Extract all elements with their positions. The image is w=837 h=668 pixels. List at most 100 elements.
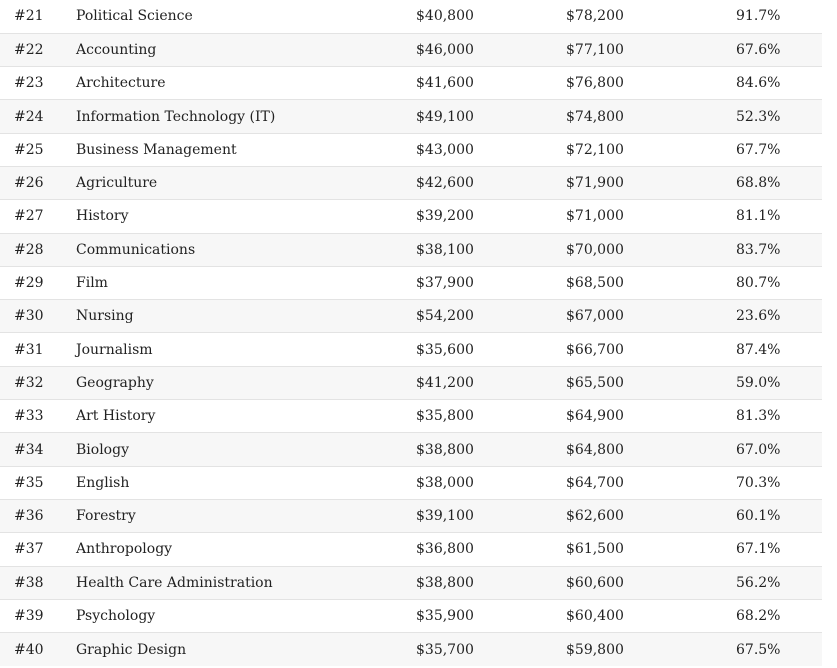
early-career-pay-cell: $42,600 (416, 165, 566, 200)
mid-career-pay-cell: $74,800 (566, 99, 736, 134)
rank-cell: #32 (0, 365, 76, 400)
early-career-pay-cell: $35,800 (416, 399, 566, 433)
early-career-pay-cell: $41,600 (416, 66, 566, 100)
table-row: #27 History $39,200 $71,000 81.1% (0, 199, 822, 234)
major-name-cell: Film (76, 265, 416, 300)
meaning-percent-cell: 68.8% (736, 165, 822, 200)
mid-career-pay-cell: $77,100 (566, 32, 736, 67)
table-row: #29 Film $37,900 $68,500 80.7% (0, 265, 822, 300)
rank-cell: #31 (0, 332, 76, 367)
major-name-cell: Journalism (76, 332, 416, 367)
major-name-cell: Accounting (76, 32, 416, 67)
rank-cell: #30 (0, 299, 76, 333)
mid-career-pay-cell: $62,600 (566, 498, 736, 533)
major-name-cell: Information Technology (IT) (76, 99, 416, 134)
rank-cell: #40 (0, 632, 76, 666)
mid-career-pay-cell: $64,800 (566, 432, 736, 467)
table-body: #21 Political Science $40,800 $78,200 91.7% #… (0, 0, 822, 666)
majors-salary-table: #21 Political Science $40,800 $78,200 91.7% #… (0, 0, 822, 666)
meaning-percent-cell: 80.7% (736, 265, 822, 300)
major-name-cell: Geography (76, 365, 416, 400)
table-row: #32 Geography $41,200 $65,500 59.0% (0, 365, 822, 400)
mid-career-pay-cell: $60,600 (566, 565, 736, 600)
mid-career-pay-cell: $66,700 (566, 332, 736, 367)
mid-career-pay-cell: $70,000 (566, 232, 736, 267)
meaning-percent-cell: 83.7% (736, 232, 822, 267)
meaning-percent-cell: 81.3% (736, 399, 822, 433)
early-career-pay-cell: $46,000 (416, 32, 566, 67)
rank-cell: #37 (0, 532, 76, 567)
table-row: #28 Communications $38,100 $70,000 83.7% (0, 232, 822, 267)
table-row: #22 Accounting $46,000 $77,100 67.6% (0, 32, 822, 67)
major-name-cell: History (76, 199, 416, 234)
mid-career-pay-cell: $65,500 (566, 365, 736, 400)
early-career-pay-cell: $35,900 (416, 598, 566, 633)
meaning-percent-cell: 67.5% (736, 632, 822, 666)
rank-cell: #33 (0, 399, 76, 433)
major-name-cell: Psychology (76, 598, 416, 633)
meaning-percent-cell: 67.6% (736, 32, 822, 67)
meaning-percent-cell: 23.6% (736, 299, 822, 333)
meaning-percent-cell: 67.0% (736, 432, 822, 467)
rank-cell: #28 (0, 232, 76, 267)
table-row: #35 English $38,000 $64,700 70.3% (0, 465, 822, 500)
meaning-percent-cell: 81.1% (736, 199, 822, 234)
table-row: #30 Nursing $54,200 $67,000 23.6% (0, 299, 822, 333)
early-career-pay-cell: $40,800 (416, 8, 474, 25)
early-career-pay-cell: $38,100 (416, 232, 566, 267)
early-career-pay-cell: $38,800 (416, 565, 566, 600)
major-name-cell: Health Care Administration (76, 565, 416, 600)
mid-career-pay-cell: $59,800 (566, 632, 736, 666)
table-row: #21 Political Science $40,800 $78,200 91.7% (0, 0, 822, 33)
meaning-percent-cell: 70.3% (736, 465, 822, 500)
mid-career-pay-cell: $76,800 (566, 66, 736, 100)
table-row: #40 Graphic Design $35,700 $59,800 67.5% (0, 632, 822, 666)
rank-cell: #21 (14, 8, 44, 25)
table-row: #37 Anthropology $36,800 $61,500 67.1% (0, 532, 822, 567)
mid-career-pay-cell: $72,100 (566, 132, 736, 167)
mid-career-pay-cell: $78,200 (566, 8, 624, 25)
table-row: #25 Business Management $43,000 $72,100 67.7… (0, 132, 822, 167)
early-career-pay-cell: $39,100 (416, 498, 566, 533)
rank-cell: #36 (0, 498, 76, 533)
early-career-pay-cell: $54,200 (416, 299, 566, 333)
early-career-pay-cell: $43,000 (416, 132, 566, 167)
major-name-cell: Art History (76, 399, 416, 433)
rank-cell: #38 (0, 565, 76, 600)
rank-cell: #22 (0, 32, 76, 67)
rank-cell: #27 (0, 199, 76, 234)
early-career-pay-cell: $39,200 (416, 199, 566, 234)
major-name-cell: Graphic Design (76, 632, 416, 666)
table-row: #26 Agriculture $42,600 $71,900 68.8% (0, 165, 822, 200)
early-career-pay-cell: $35,700 (416, 632, 566, 666)
rank-cell: #24 (0, 99, 76, 134)
table-row: #33 Art History $35,800 $64,900 81.3% (0, 399, 822, 433)
meaning-percent-cell: 59.0% (736, 365, 822, 400)
major-name-cell: Business Management (76, 132, 416, 167)
rank-cell: #26 (0, 165, 76, 200)
table-row: #31 Journalism $35,600 $66,700 87.4% (0, 332, 822, 367)
table-row: #39 Psychology $35,900 $60,400 68.2% (0, 598, 822, 633)
table-row: #38 Health Care Administration $38,800 $60,… (0, 565, 822, 600)
meaning-percent-cell: 68.2% (736, 598, 822, 633)
mid-career-pay-cell: $64,700 (566, 465, 736, 500)
early-career-pay-cell: $35,600 (416, 332, 566, 367)
mid-career-pay-cell: $71,900 (566, 165, 736, 200)
table-row: #23 Architecture $41,600 $76,800 84.6% (0, 66, 822, 100)
early-career-pay-cell: $38,800 (416, 432, 566, 467)
meaning-percent-cell: 84.6% (736, 66, 822, 100)
meaning-percent-cell: 56.2% (736, 565, 822, 600)
early-career-pay-cell: $38,000 (416, 465, 566, 500)
major-name-cell: Forestry (76, 498, 416, 533)
mid-career-pay-cell: $61,500 (566, 532, 736, 567)
early-career-pay-cell: $37,900 (416, 265, 566, 300)
mid-career-pay-cell: $68,500 (566, 265, 736, 300)
meaning-percent-cell: 60.1% (736, 498, 822, 533)
meaning-percent-cell: 87.4% (736, 332, 822, 367)
major-name-cell: Political Science (76, 8, 193, 25)
table-row: #36 Forestry $39,100 $62,600 60.1% (0, 498, 822, 533)
major-name-cell: Nursing (76, 299, 416, 333)
mid-career-pay-cell: $71,000 (566, 199, 736, 234)
table-row: #24 Information Technology (IT) $49,100 $74… (0, 99, 822, 134)
meaning-percent-cell: 91.7% (736, 8, 781, 25)
